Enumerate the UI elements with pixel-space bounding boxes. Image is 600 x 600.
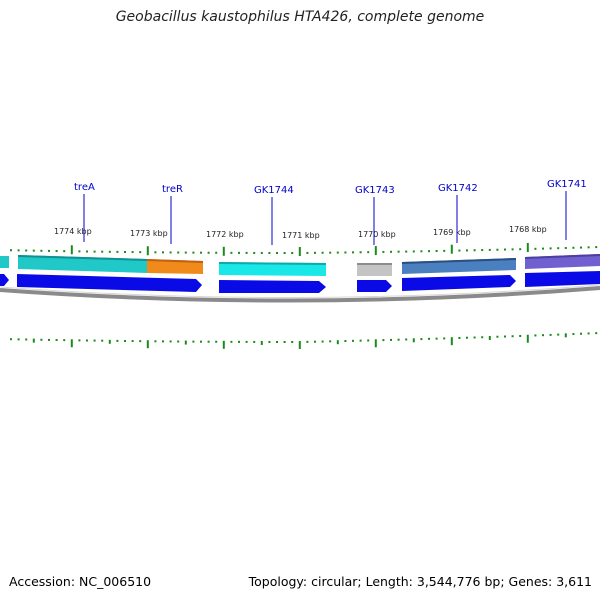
genome-backbone <box>0 286 600 303</box>
genome-title: Geobacillus kaustophilus HTA426, complet… <box>115 9 485 25</box>
gene-label-gk1741[interactable]: GK1741 <box>547 179 587 190</box>
arrow-gk1743[interactable] <box>357 280 392 292</box>
arrow-gk1742[interactable] <box>402 275 516 291</box>
gene-label-gk1742[interactable]: GK1742 <box>438 183 478 194</box>
gene-labels: treA treR GK1744 GK1743 GK1742 GK1741 <box>74 179 587 245</box>
arrow-gk1744[interactable] <box>219 280 326 293</box>
band-trer[interactable] <box>147 259 203 274</box>
arrow-trea[interactable] <box>17 274 202 292</box>
arrow-left-edge[interactable] <box>0 274 9 286</box>
inner-tick-row <box>10 332 598 349</box>
band-left-edge[interactable] <box>0 256 9 268</box>
gene-label-gk1743[interactable]: GK1743 <box>355 185 395 196</box>
band-trer-top <box>147 259 203 263</box>
band-gk1743-top <box>357 263 392 265</box>
band-gk1743[interactable] <box>357 263 392 276</box>
band-gk1742-top <box>402 258 516 264</box>
gene-arrows <box>0 271 600 293</box>
ruler-label-1774: 1774 kbp <box>54 227 92 236</box>
arrow-gk1741[interactable] <box>525 271 600 287</box>
ruler-label-1771: 1771 kbp <box>282 231 320 240</box>
outer-tick-row <box>10 242 598 256</box>
gene-label-gk1744[interactable]: GK1744 <box>254 185 294 196</box>
accession-label: Accession: NC_006510 <box>9 574 152 589</box>
feature-bands <box>0 254 600 276</box>
gene-label-trea[interactable]: treA <box>74 182 95 193</box>
ruler-label-1772: 1772 kbp <box>206 230 244 239</box>
band-gk1744[interactable] <box>219 262 326 276</box>
ruler-labels: 1774 kbp 1773 kbp 1772 kbp 1771 kbp 1770… <box>54 225 547 240</box>
band-trea-top <box>18 255 147 261</box>
band-gk1744-top <box>219 262 326 265</box>
ruler-label-1769: 1769 kbp <box>433 228 471 237</box>
ruler-label-1768: 1768 kbp <box>509 225 547 234</box>
genome-backbone-highlight <box>0 284 600 299</box>
gene-label-trer[interactable]: treR <box>162 184 183 195</box>
genome-summary: Topology: circular; Length: 3,544,776 bp… <box>248 574 592 589</box>
band-gk1741-top <box>525 254 600 259</box>
ruler-label-1770: 1770 kbp <box>358 230 396 239</box>
ruler-label-1773: 1773 kbp <box>130 229 168 238</box>
